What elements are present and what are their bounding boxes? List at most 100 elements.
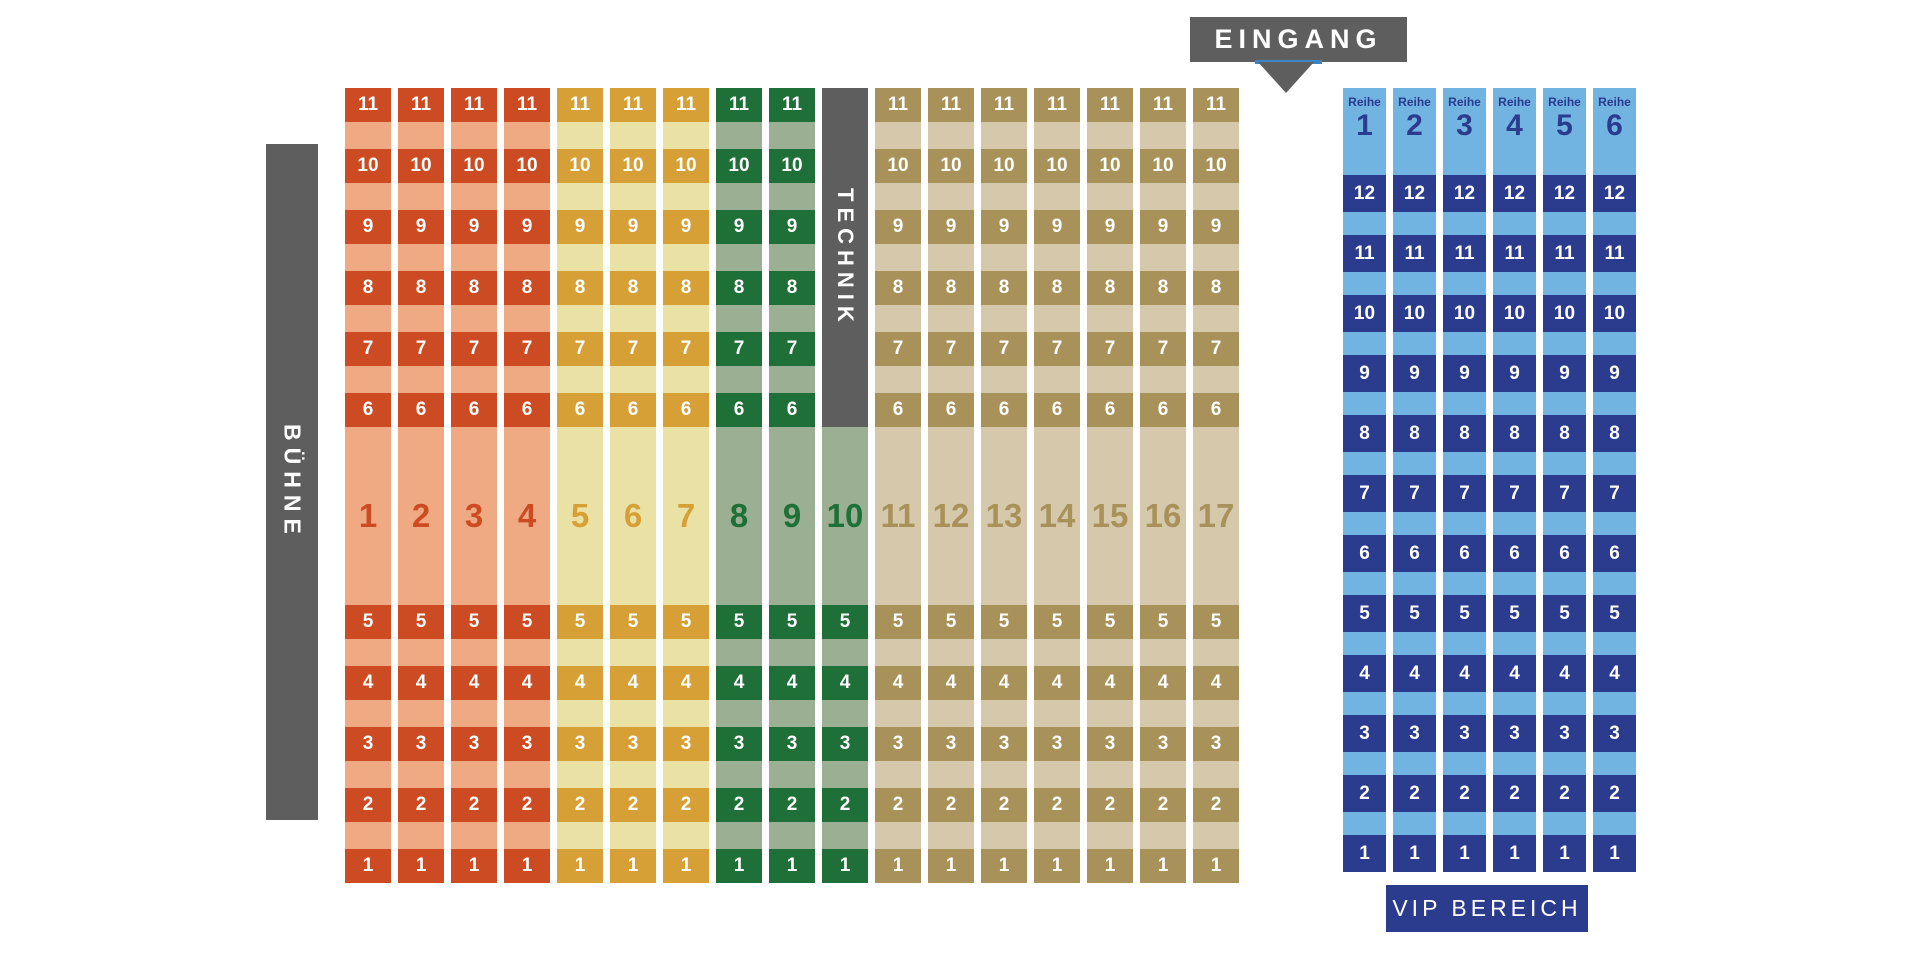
seat-row-cell: 2	[822, 788, 868, 822]
seat-row-cell: 6	[345, 393, 391, 427]
seat-row-cell: 4	[1087, 666, 1133, 700]
seat-row-cell: 9	[345, 210, 391, 244]
seat-row-cell: 1	[663, 849, 709, 883]
seat-row-cell: 5	[1034, 605, 1080, 639]
vip-seat-cell: 12	[1493, 175, 1536, 212]
seat-column-bottom-rows: 5 4 3 2 1	[610, 605, 656, 883]
seat-column-bottom-rows: 5 4 3 2 1	[1193, 605, 1239, 883]
seat-row-cell: 10	[981, 149, 1027, 183]
column-number: 13	[985, 497, 1023, 534]
vip-seat-cell: 6	[1443, 535, 1486, 572]
vip-seat-cell: 7	[1443, 475, 1486, 512]
entrance-arrow-icon	[1258, 62, 1314, 93]
seat-row-cell: 7	[716, 332, 762, 366]
technik-bar: TECHNIK	[822, 88, 868, 427]
seat-row-cell: 3	[822, 727, 868, 761]
column-number: 14	[1038, 497, 1076, 534]
seat-row-cell: 10	[451, 149, 497, 183]
seat-column-top-rows: 11 10 9 8 7 6	[1140, 88, 1186, 427]
vip-seat-cell: 8	[1393, 415, 1436, 452]
seat-row-cell: 3	[716, 727, 762, 761]
vip-seat-cell: 7	[1543, 475, 1586, 512]
seat-row-cell: 6	[981, 393, 1027, 427]
seat-column-9: 11 10 9 8 7 6 9 5 4 3 2 1	[769, 88, 815, 883]
column-number: 10	[826, 497, 864, 534]
seat-row-cell: 11	[345, 88, 391, 122]
vip-seat-cell: 1	[1343, 835, 1386, 872]
seat-row-cell: 3	[557, 727, 603, 761]
seat-column-top-rows: 11 10 9 8 7 6	[504, 88, 550, 427]
vip-seat-cell: 3	[1443, 715, 1486, 752]
seat-column-5: 11 10 9 8 7 6 5 5 4 3 2 1	[557, 88, 603, 883]
seat-column-bottom-rows: 5 4 3 2 1	[716, 605, 762, 883]
seat-row-cell: 1	[928, 849, 974, 883]
seat-row-cell: 6	[398, 393, 444, 427]
seat-row-cell: 11	[504, 88, 550, 122]
seat-row-cell: 8	[1087, 271, 1133, 305]
vip-column-5: Reihe 5 12 11 10 9 8 7 6 5 4 3 2 1	[1543, 88, 1586, 872]
seat-row-cell: 7	[981, 332, 1027, 366]
seat-row-cell: 3	[1193, 727, 1239, 761]
seat-row-cell: 10	[557, 149, 603, 183]
seat-column-13: 11 10 9 8 7 6 13 5 4 3 2 1	[981, 88, 1027, 883]
vip-seat-cell: 2	[1343, 775, 1386, 812]
seat-row-cell: 10	[1140, 149, 1186, 183]
vip-seat-cell: 10	[1543, 295, 1586, 332]
seat-column-top-rows: 11 10 9 8 7 6	[398, 88, 444, 427]
vip-seat-cell: 8	[1543, 415, 1586, 452]
seat-row-cell: 7	[398, 332, 444, 366]
seat-column-bottom-rows: 5 4 3 2 1	[822, 605, 868, 883]
vip-seat-cell: 10	[1443, 295, 1486, 332]
seat-row-cell: 10	[769, 149, 815, 183]
vip-column-header: Reihe 2	[1393, 88, 1436, 175]
seat-row-cell: 3	[398, 727, 444, 761]
vip-row-header-label: Reihe	[1548, 95, 1581, 109]
seat-row-cell: 4	[345, 666, 391, 700]
vip-seat-cell: 1	[1393, 835, 1436, 872]
seat-row-cell: 6	[875, 393, 921, 427]
seat-row-cell: 9	[398, 210, 444, 244]
vip-seat-cell: 2	[1593, 775, 1636, 812]
seat-row-cell: 5	[981, 605, 1027, 639]
vip-column-number: 5	[1556, 109, 1573, 142]
vip-seat-cell: 12	[1343, 175, 1386, 212]
vip-seat-cell: 10	[1593, 295, 1636, 332]
seat-row-cell: 9	[1193, 210, 1239, 244]
seat-row-cell: 10	[1087, 149, 1133, 183]
vip-seat-cell: 2	[1443, 775, 1486, 812]
seat-row-cell: 7	[928, 332, 974, 366]
seat-row-cell: 8	[875, 271, 921, 305]
vip-seat-cell: 1	[1443, 835, 1486, 872]
seat-row-cell: 7	[1140, 332, 1186, 366]
seat-row-cell: 2	[557, 788, 603, 822]
seat-row-cell: 9	[928, 210, 974, 244]
seat-column-bottom-rows: 5 4 3 2 1	[557, 605, 603, 883]
column-number: 11	[880, 497, 916, 534]
seat-row-cell: 11	[928, 88, 974, 122]
vip-column-3: Reihe 3 12 11 10 9 8 7 6 5 4 3 2 1	[1443, 88, 1486, 872]
seat-row-cell: 1	[769, 849, 815, 883]
seat-column-12: 11 10 9 8 7 6 12 5 4 3 2 1	[928, 88, 974, 883]
vip-column-number: 1	[1356, 109, 1373, 142]
seat-row-cell: 10	[663, 149, 709, 183]
seat-row-cell: 9	[663, 210, 709, 244]
seat-row-cell: 7	[663, 332, 709, 366]
seat-column-bottom-rows: 5 4 3 2 1	[769, 605, 815, 883]
seat-column-bottom-rows: 5 4 3 2 1	[1034, 605, 1080, 883]
vip-seat-cell: 4	[1543, 655, 1586, 692]
vip-column-2: Reihe 2 12 11 10 9 8 7 6 5 4 3 2 1	[1393, 88, 1436, 872]
vip-seat-cell: 12	[1443, 175, 1486, 212]
seat-column-bottom-rows: 5 4 3 2 1	[398, 605, 444, 883]
vip-row-header-label: Reihe	[1448, 95, 1481, 109]
seat-row-cell: 2	[610, 788, 656, 822]
vip-area-label: VIP BEREICH	[1386, 885, 1588, 932]
seat-row-cell: 9	[981, 210, 1027, 244]
seat-row-cell: 5	[504, 605, 550, 639]
vip-seat-cell: 9	[1543, 355, 1586, 392]
seat-row-cell: 1	[345, 849, 391, 883]
seat-column-bottom-rows: 5 4 3 2 1	[981, 605, 1027, 883]
seat-row-cell: 3	[981, 727, 1027, 761]
seat-row-cell: 1	[716, 849, 762, 883]
seat-column-top-rows: 11 10 9 8 7 6	[981, 88, 1027, 427]
seat-row-cell: 9	[557, 210, 603, 244]
